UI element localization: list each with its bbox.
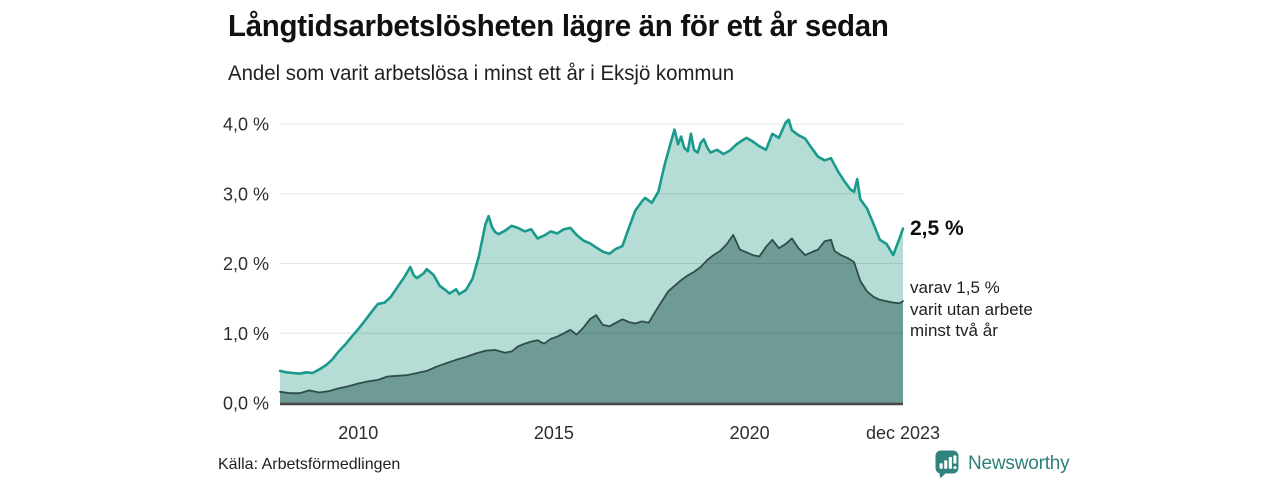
- y-tick-label: 4,0 %: [223, 115, 269, 135]
- y-tick-label: 2,0 %: [223, 254, 269, 274]
- x-tick-label: 2015: [534, 423, 574, 443]
- latest-value-label: 2,5 %: [910, 217, 964, 240]
- x-tick-label: dec 2023: [866, 423, 940, 443]
- y-tick-label: 1,0 %: [223, 324, 269, 344]
- chart-title: Långtidsarbetslösheten lägre än för ett …: [228, 8, 889, 43]
- brand-logo: Newsworthy: [935, 450, 1070, 479]
- source-attribution: Källa: Arbetsförmedlingen: [218, 456, 401, 473]
- x-tick-label: 2010: [338, 423, 378, 443]
- newsworthy-bar-chart-bubble-icon: [935, 450, 959, 479]
- brand-name: Newsworthy: [968, 453, 1070, 474]
- x-tick-label: 2020: [730, 423, 770, 443]
- y-tick-label: 0,0 %: [223, 394, 269, 414]
- line-minst-tva-ar: [279, 233, 904, 395]
- annotation-detail: varav 1,5 % varit utan arbete minst två …: [910, 278, 1033, 340]
- line-minst-ett-ar: [278, 118, 905, 376]
- y-tick-label: 3,0 %: [223, 184, 269, 204]
- chart-subtitle: Andel som varit arbetslösa i minst ett å…: [228, 62, 735, 85]
